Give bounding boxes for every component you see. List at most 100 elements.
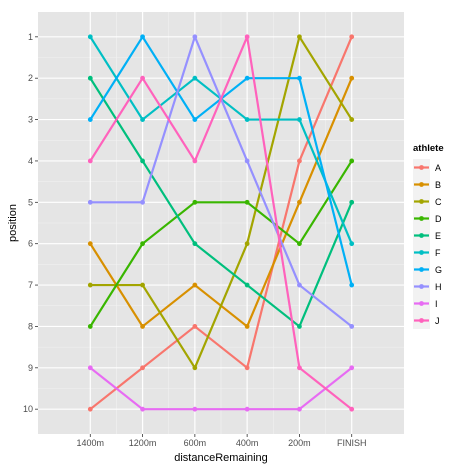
data-point-J <box>192 158 198 164</box>
legend-key-point <box>419 199 424 204</box>
legend-label: I <box>435 299 438 309</box>
data-point-I <box>349 365 355 371</box>
legend-key-point <box>419 301 424 306</box>
legend-item-A: A <box>413 159 441 176</box>
data-point-I <box>244 406 250 412</box>
legend-key-point <box>419 165 424 170</box>
data-point-A <box>244 365 250 371</box>
data-point-F <box>192 75 198 81</box>
data-point-H <box>349 324 355 329</box>
legend-key-point <box>419 250 424 255</box>
data-point-A <box>192 324 198 329</box>
y-tick-label: 4 <box>28 156 33 166</box>
data-point-D <box>244 199 250 205</box>
data-point-E <box>244 282 250 288</box>
data-point-E <box>297 324 302 329</box>
data-point-C <box>244 241 250 247</box>
legend-item-H: H <box>413 278 442 295</box>
y-axis: 1 2 3 4 5 6 7 8 9 10 <box>23 32 38 414</box>
legend-item-D: D <box>413 210 442 227</box>
data-point-C <box>140 282 145 288</box>
data-point-B <box>87 241 93 247</box>
legend-key-point <box>419 233 424 238</box>
legend-key-point <box>419 284 424 289</box>
legend-item-B: B <box>413 176 441 193</box>
data-point-G <box>349 282 355 288</box>
data-point-F <box>140 117 145 122</box>
legend-key-point <box>419 267 424 272</box>
series-C <box>87 34 355 371</box>
data-point-B <box>349 75 355 81</box>
series-line-J <box>89 35 353 411</box>
series-E <box>87 75 355 329</box>
data-point-D <box>140 241 145 247</box>
data-point-D <box>349 158 355 164</box>
x-axis: 1400m 1200m 600m 400m 200m FINISH <box>77 434 367 448</box>
data-point-G <box>192 117 198 122</box>
legend-label: F <box>435 248 441 258</box>
data-point-G <box>140 34 145 40</box>
legend-item-E: E <box>413 227 441 244</box>
data-point-C <box>192 365 198 371</box>
x-tick-label: 1400m <box>77 438 105 448</box>
data-point-A <box>140 365 145 371</box>
data-point-E <box>87 75 93 81</box>
data-point-E <box>349 199 355 205</box>
data-point-D <box>87 324 93 329</box>
data-point-D <box>297 241 302 247</box>
legend-label: E <box>435 231 441 241</box>
y-tick-label: 5 <box>28 197 33 207</box>
legend-item-J: J <box>413 312 440 329</box>
legend-title: athlete <box>413 143 444 154</box>
data-point-F <box>297 117 302 122</box>
x-axis-title: distanceRemaining <box>174 452 268 464</box>
data-point-D <box>192 199 198 205</box>
data-point-A <box>87 406 93 412</box>
series-line-E <box>89 77 353 328</box>
data-point-C <box>87 282 93 288</box>
legend-key-point <box>419 318 424 323</box>
legend-item-C: C <box>413 193 442 210</box>
data-point-B <box>244 324 250 329</box>
data-point-G <box>297 75 302 81</box>
legend-label: D <box>435 214 442 224</box>
data-point-H <box>87 199 93 205</box>
data-point-A <box>297 158 302 164</box>
data-point-B <box>140 324 145 329</box>
data-point-J <box>140 75 145 81</box>
series-layer <box>87 34 355 412</box>
data-point-I <box>297 406 302 412</box>
data-point-B <box>297 199 302 205</box>
legend-label: A <box>435 163 441 173</box>
legend-label: J <box>435 316 440 326</box>
y-tick-label: 1 <box>28 32 33 42</box>
legend-item-I: I <box>413 295 438 312</box>
y-tick-label: 2 <box>28 73 33 83</box>
data-point-I <box>140 406 145 412</box>
data-point-F <box>349 241 355 247</box>
legend-label: B <box>435 180 441 190</box>
data-point-I <box>87 365 93 371</box>
legend-label: H <box>435 282 442 292</box>
series-D <box>87 158 355 329</box>
legend-item-G: G <box>413 261 442 278</box>
data-point-H <box>297 282 302 288</box>
series-line-D <box>89 160 353 328</box>
data-point-I <box>192 406 198 412</box>
legend-label: G <box>435 265 442 275</box>
y-tick-label: 3 <box>28 115 33 125</box>
data-point-C <box>349 117 355 122</box>
series-line-I <box>89 366 353 411</box>
data-point-F <box>87 34 93 40</box>
legend-key-point <box>419 216 424 221</box>
series-line-C <box>90 35 353 369</box>
y-tick-label: 10 <box>23 404 33 414</box>
x-tick-label: 400m <box>236 438 259 448</box>
data-point-J <box>244 34 250 40</box>
data-point-G <box>87 117 93 122</box>
x-tick-label: FINISH <box>337 438 367 448</box>
legend-label: C <box>435 197 442 207</box>
series-J <box>87 34 355 412</box>
